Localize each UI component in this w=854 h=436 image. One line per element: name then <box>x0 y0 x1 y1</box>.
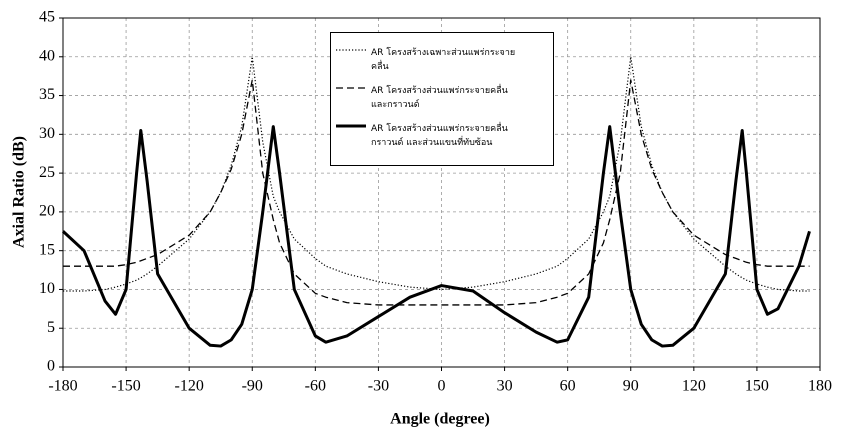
x-tick-label: 90 <box>623 378 639 395</box>
legend-label: AR โครงสร้างส่วนแพร่กระจายคลื่นและกราวนด… <box>371 86 508 110</box>
y-tick-label: 25 <box>39 164 55 181</box>
series-line <box>61 125 811 348</box>
legend-item: AR โครงสร้างส่วนแพร่กระจายคลื่นกราวนด์ แ… <box>335 121 549 149</box>
x-tick-label: -180 <box>48 378 77 395</box>
y-tick-label: 0 <box>47 358 55 375</box>
legend-item: AR โครงสร้างส่วนแพร่กระจายคลื่นและกราวนด… <box>335 83 549 111</box>
legend-label: AR โครงสร้างเฉพาะส่วนแพร่กระจายคลื่น <box>371 48 516 72</box>
y-tick-label: 15 <box>39 241 55 258</box>
x-tick-label: 150 <box>745 378 769 395</box>
y-axis-label: Axial Ratio (dB) <box>11 136 28 248</box>
x-axis-label: Angle (degree) <box>390 411 490 428</box>
legend-swatch <box>336 124 366 128</box>
x-tick-label: -30 <box>368 378 389 395</box>
y-tick-label: 5 <box>47 319 55 336</box>
y-tick-label: 40 <box>39 47 55 64</box>
x-tick-label: 120 <box>682 378 706 395</box>
x-tick-label: -120 <box>175 378 204 395</box>
legend: AR โครงสร้างเฉพาะส่วนแพร่กระจายคลื่น AR โ… <box>330 32 554 166</box>
y-tick-label: 35 <box>39 86 55 103</box>
x-tick-label: 60 <box>560 378 576 395</box>
x-tick-label: 0 <box>438 378 446 395</box>
y-tick-label: 30 <box>39 125 55 142</box>
x-tick-label: -60 <box>305 378 326 395</box>
x-tick-label: 180 <box>808 378 832 395</box>
series-line <box>63 79 810 306</box>
y-tick-label: 20 <box>39 203 55 220</box>
plot-frame <box>62 17 821 368</box>
x-tick-label: -150 <box>111 378 140 395</box>
x-tick-label: 30 <box>497 378 513 395</box>
legend-swatch <box>336 49 366 51</box>
legend-item: AR โครงสร้างเฉพาะส่วนแพร่กระจายคลื่น <box>335 45 549 73</box>
legend-swatch <box>336 87 366 89</box>
y-tick-label: 45 <box>39 9 55 26</box>
x-tick-label: -90 <box>242 378 263 395</box>
legend-label: AR โครงสร้างส่วนแพร่กระจายคลื่นกราวนด์ แ… <box>371 124 508 148</box>
y-tick-label: 10 <box>39 280 55 297</box>
